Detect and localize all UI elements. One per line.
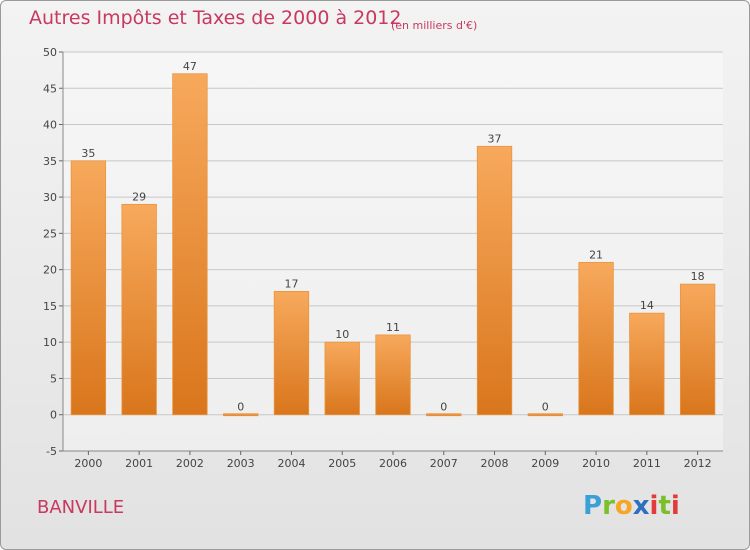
x-tick-label: 2006 xyxy=(379,457,407,470)
bar-value-label: 21 xyxy=(589,248,603,261)
bar xyxy=(121,203,157,416)
bar-value-label: 18 xyxy=(691,270,705,283)
bar xyxy=(476,145,513,416)
y-tick-label: 50 xyxy=(43,46,57,59)
bar xyxy=(223,413,259,417)
logo-letter: i xyxy=(649,491,659,521)
bar-value-label: 11 xyxy=(386,321,400,334)
chart-title: Autres Impôts et Taxes de 2000 à 2012 xyxy=(29,7,402,29)
y-tick-label: 0 xyxy=(50,409,57,422)
x-tick-label: 2012 xyxy=(684,457,712,470)
bar xyxy=(273,290,310,416)
x-tick-label: 2001 xyxy=(125,457,153,470)
bar-value-label: 0 xyxy=(237,401,244,414)
bar xyxy=(172,73,208,416)
bar xyxy=(527,413,563,417)
y-tick-label: 45 xyxy=(43,82,57,95)
y-tick-label: 25 xyxy=(43,227,57,240)
y-tick-label: 40 xyxy=(43,119,57,132)
logo-letter: P xyxy=(583,491,603,521)
bar-value-label: 0 xyxy=(440,401,447,414)
y-tick-label: 5 xyxy=(50,372,57,385)
logo-letter: x xyxy=(632,491,650,521)
bar-value-label: 0 xyxy=(542,401,549,414)
logo-letter: r xyxy=(602,491,615,521)
y-tick-label: 35 xyxy=(43,155,57,168)
y-tick-label: 30 xyxy=(43,191,57,204)
y-tick-label: 15 xyxy=(43,300,57,313)
y-tick-label: 20 xyxy=(43,264,57,277)
proxiti-logo: Proxiti xyxy=(583,491,680,521)
x-tick-label: 2010 xyxy=(582,457,610,470)
logo-letter: i xyxy=(670,491,680,521)
x-tick-label: 2004 xyxy=(277,457,305,470)
bar-value-label: 35 xyxy=(81,147,95,160)
commune-name: BANVILLE xyxy=(37,497,125,518)
y-tick-label: 10 xyxy=(43,336,57,349)
x-tick-label: 2008 xyxy=(481,457,509,470)
y-tick-label: -5 xyxy=(46,445,57,458)
bar xyxy=(578,261,614,416)
logo-letter: t xyxy=(658,491,671,521)
bar-value-label: 10 xyxy=(335,328,349,341)
bar-value-label: 17 xyxy=(284,277,298,290)
x-tick-label: 2007 xyxy=(430,457,458,470)
x-tick-label: 2005 xyxy=(328,457,356,470)
bar-value-label: 14 xyxy=(640,299,654,312)
x-tick-label: 2003 xyxy=(227,457,255,470)
bar xyxy=(679,283,716,416)
bar xyxy=(375,334,411,416)
x-tick-label: 2011 xyxy=(633,457,661,470)
bar-value-label: 29 xyxy=(132,190,146,203)
x-tick-label: 2000 xyxy=(74,457,102,470)
bar xyxy=(324,341,360,416)
logo-letter: o xyxy=(614,491,633,521)
bar-value-label: 47 xyxy=(183,60,197,73)
bar xyxy=(629,312,665,416)
bar-value-label: 37 xyxy=(488,132,502,145)
chart-subtitle: (en milliers d'€) xyxy=(391,19,478,32)
x-tick-label: 2002 xyxy=(176,457,204,470)
bar xyxy=(426,413,462,417)
x-tick-label: 2009 xyxy=(531,457,559,470)
bar xyxy=(70,160,107,416)
